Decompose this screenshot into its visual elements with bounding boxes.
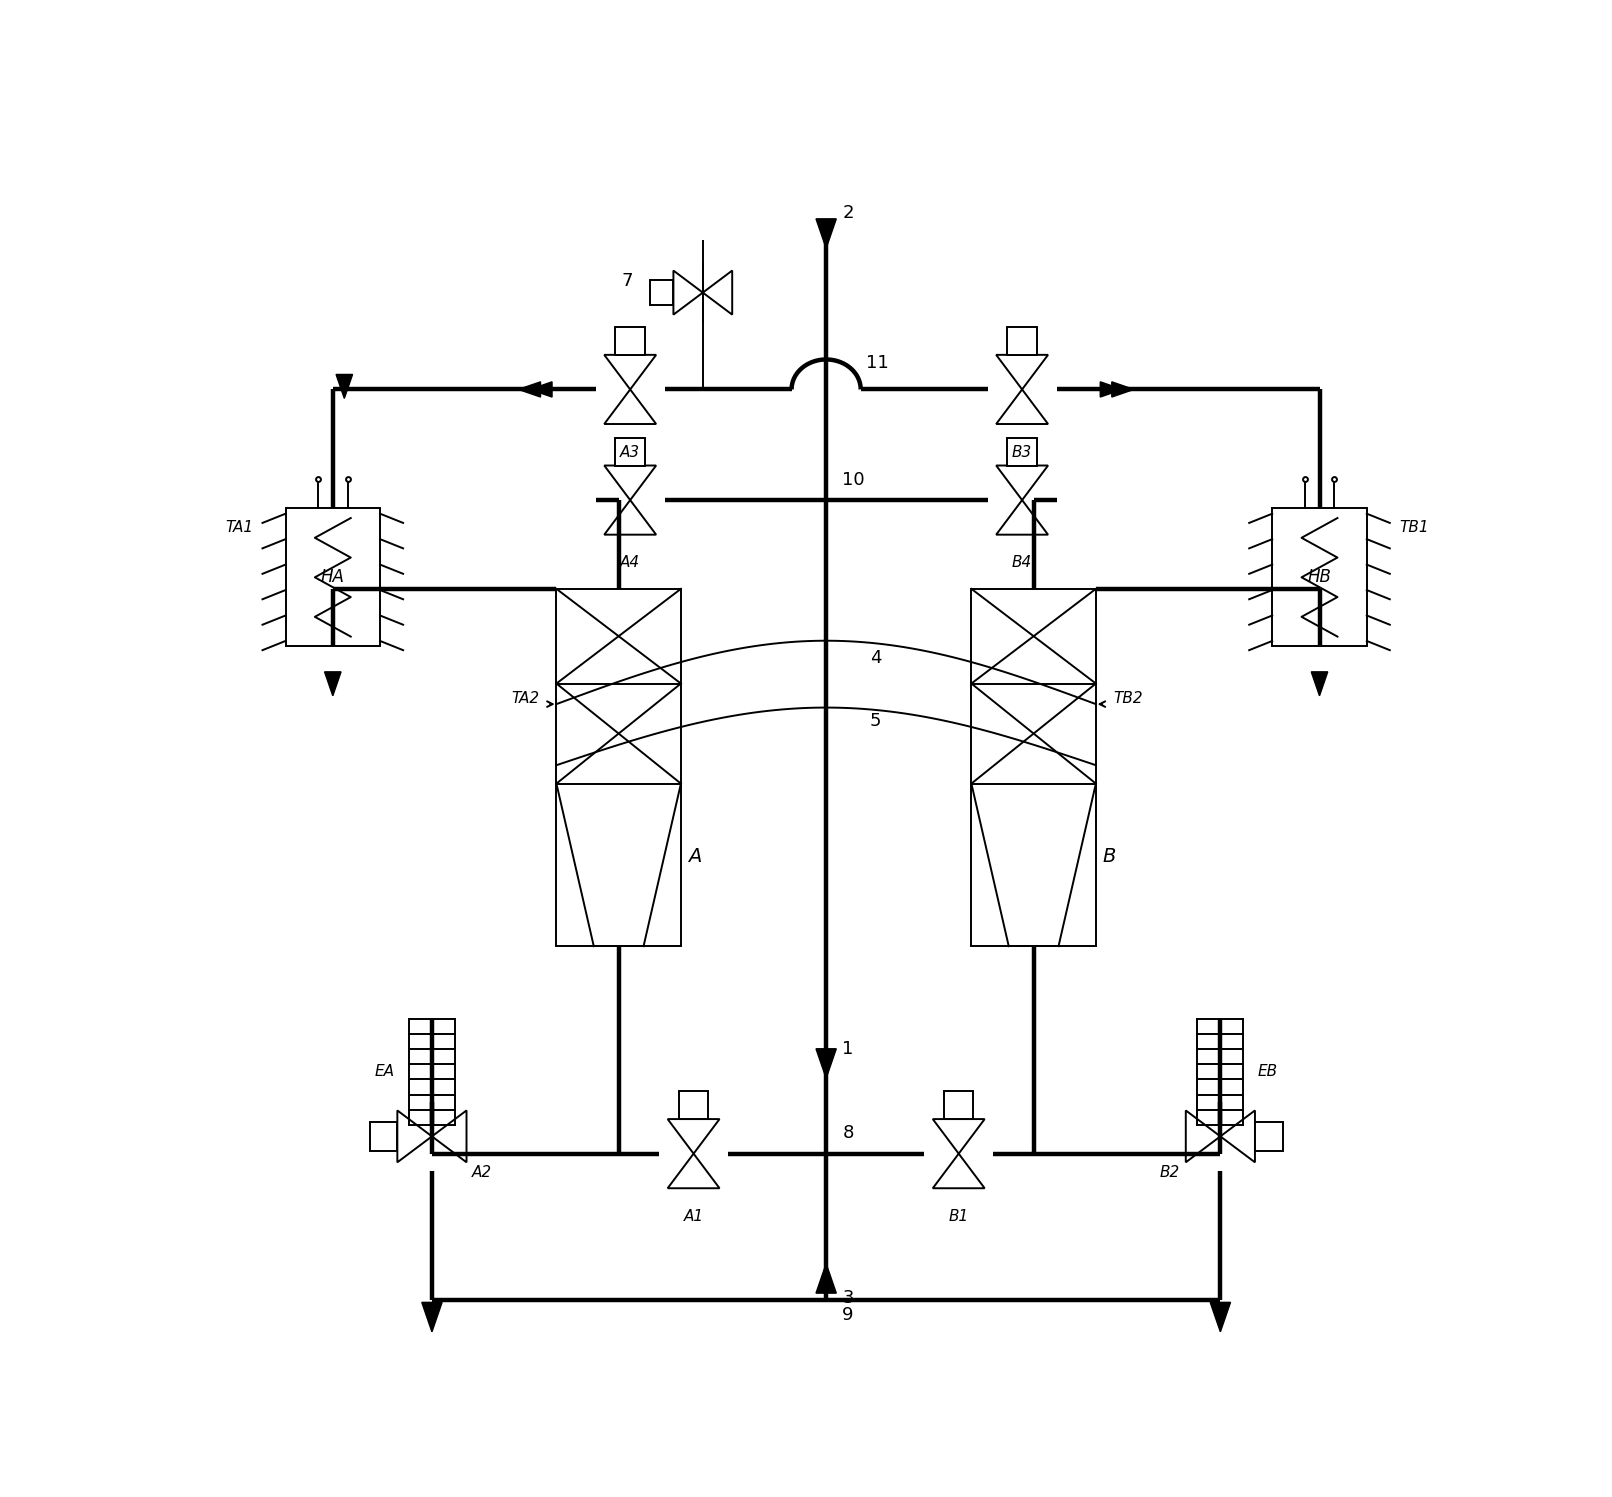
Text: B2: B2 <box>1159 1165 1180 1180</box>
Polygon shape <box>324 672 342 696</box>
Polygon shape <box>667 1120 719 1154</box>
Polygon shape <box>996 466 1048 500</box>
Polygon shape <box>816 1263 837 1293</box>
FancyBboxPatch shape <box>1272 507 1367 647</box>
Text: EA: EA <box>376 1064 395 1079</box>
Polygon shape <box>604 355 656 389</box>
Text: HA: HA <box>321 569 345 587</box>
Text: 2: 2 <box>843 204 854 222</box>
Text: 1: 1 <box>843 1040 854 1058</box>
Polygon shape <box>397 1111 432 1162</box>
Text: 4: 4 <box>870 650 882 668</box>
Text: TB1: TB1 <box>1399 519 1428 534</box>
Text: TA1: TA1 <box>226 519 253 534</box>
FancyBboxPatch shape <box>616 437 645 466</box>
FancyBboxPatch shape <box>650 280 674 305</box>
Text: A1: A1 <box>683 1210 704 1225</box>
Text: 9: 9 <box>843 1305 854 1323</box>
Polygon shape <box>335 374 353 398</box>
FancyBboxPatch shape <box>369 1121 397 1151</box>
Polygon shape <box>674 271 703 314</box>
Polygon shape <box>519 382 540 397</box>
FancyBboxPatch shape <box>285 507 380 647</box>
Text: TB2: TB2 <box>1114 690 1143 707</box>
Text: 7: 7 <box>622 272 634 290</box>
FancyBboxPatch shape <box>616 328 645 355</box>
Polygon shape <box>1220 1111 1256 1162</box>
Polygon shape <box>996 355 1048 389</box>
Polygon shape <box>1186 1111 1220 1162</box>
FancyBboxPatch shape <box>1008 328 1037 355</box>
FancyBboxPatch shape <box>679 1091 708 1120</box>
Polygon shape <box>933 1154 985 1189</box>
Polygon shape <box>996 500 1048 534</box>
Text: B4: B4 <box>1012 555 1032 570</box>
Text: B: B <box>1103 847 1116 867</box>
Polygon shape <box>604 389 656 424</box>
Polygon shape <box>1101 382 1122 397</box>
Text: 11: 11 <box>867 355 890 373</box>
Text: 3: 3 <box>843 1289 854 1307</box>
Text: 8: 8 <box>843 1124 854 1142</box>
FancyBboxPatch shape <box>1256 1121 1283 1151</box>
Text: TA2: TA2 <box>511 690 538 707</box>
Polygon shape <box>604 466 656 500</box>
Polygon shape <box>816 219 837 249</box>
Polygon shape <box>422 1302 442 1332</box>
Text: A3: A3 <box>621 445 640 460</box>
Polygon shape <box>996 389 1048 424</box>
Polygon shape <box>1211 1302 1230 1332</box>
Polygon shape <box>1112 382 1133 397</box>
Polygon shape <box>703 271 732 314</box>
Text: A4: A4 <box>621 555 640 570</box>
Polygon shape <box>530 382 551 397</box>
Polygon shape <box>667 1154 719 1189</box>
Polygon shape <box>1311 672 1328 696</box>
Polygon shape <box>432 1111 466 1162</box>
Text: A2: A2 <box>472 1165 492 1180</box>
Text: 5: 5 <box>870 713 882 731</box>
FancyBboxPatch shape <box>1008 437 1037 466</box>
Polygon shape <box>816 1049 837 1078</box>
FancyBboxPatch shape <box>945 1091 974 1120</box>
Polygon shape <box>604 500 656 534</box>
Text: 10: 10 <box>843 470 866 488</box>
Polygon shape <box>933 1120 985 1154</box>
Text: HB: HB <box>1307 569 1332 587</box>
Text: B3: B3 <box>1012 445 1032 460</box>
Text: B1: B1 <box>948 1210 969 1225</box>
Text: A: A <box>688 847 701 867</box>
Text: EB: EB <box>1257 1064 1277 1079</box>
